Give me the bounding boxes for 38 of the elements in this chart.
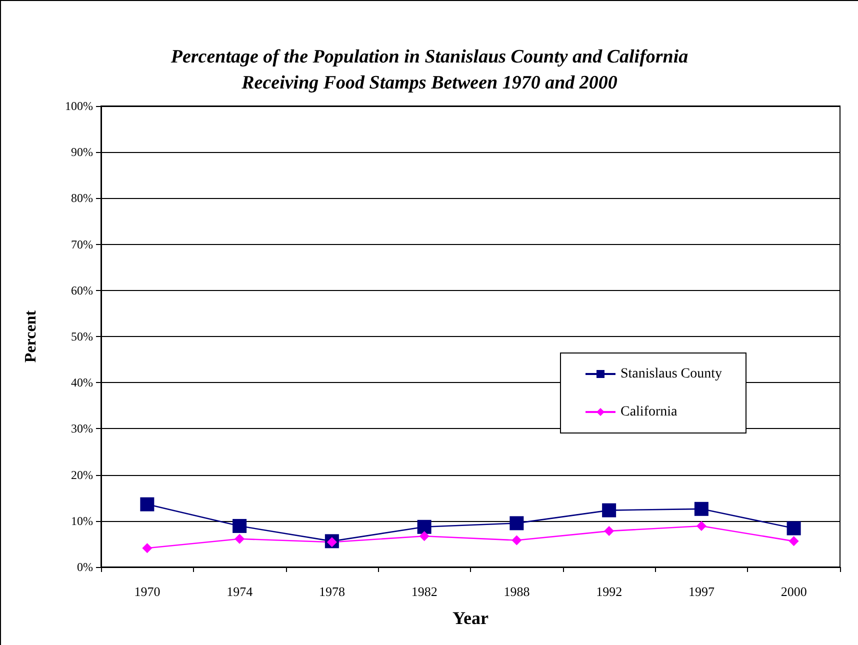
- legend-label: California: [620, 404, 678, 420]
- y-tick-label: 60%: [71, 283, 93, 298]
- y-tick-label: 70%: [71, 237, 93, 252]
- point: [510, 516, 524, 530]
- y-tick-label: 10%: [71, 514, 93, 528]
- y-axis-title: Percent: [22, 310, 40, 363]
- x-tick-label: 2000: [780, 584, 807, 599]
- legend-label: Stanislaus County: [620, 366, 722, 382]
- x-tick-label: 1982: [411, 584, 438, 599]
- point: [232, 518, 247, 533]
- x-axis-title: Year: [452, 608, 488, 628]
- y-tick-label: 90%: [71, 145, 93, 160]
- y-tick-label: 20%: [71, 468, 93, 482]
- point: [140, 497, 154, 512]
- x-tick-label: 1970: [134, 584, 160, 599]
- point: [696, 520, 706, 531]
- y-tick-label: 50%: [71, 330, 93, 344]
- x-tick-label: 1992: [596, 584, 622, 599]
- y-tick-label: 40%: [71, 376, 93, 390]
- point: [512, 535, 522, 546]
- point: [786, 521, 801, 536]
- x-tick-label: 1974: [226, 584, 254, 599]
- point: [694, 502, 708, 516]
- x-tick-label: 1988: [504, 584, 530, 599]
- y-tick-label: 100%: [65, 99, 93, 113]
- point: [604, 526, 614, 536]
- point: [602, 503, 616, 518]
- chart-title: Percentage of the Population in Stanislaus County and California Receiving Food Stamps Between 1970 and 2000: [170, 46, 689, 94]
- y-tick-label: 0%: [77, 560, 93, 574]
- x-tick-label: 1997: [688, 584, 715, 599]
- point: [419, 531, 430, 542]
- y-tick-label: 30%: [71, 422, 93, 436]
- point: [234, 534, 245, 544]
- point: [417, 520, 432, 534]
- point: [142, 543, 152, 554]
- point: [788, 536, 799, 546]
- x-tick-label: 1978: [318, 584, 345, 599]
- y-tick-label: 80%: [71, 191, 93, 206]
